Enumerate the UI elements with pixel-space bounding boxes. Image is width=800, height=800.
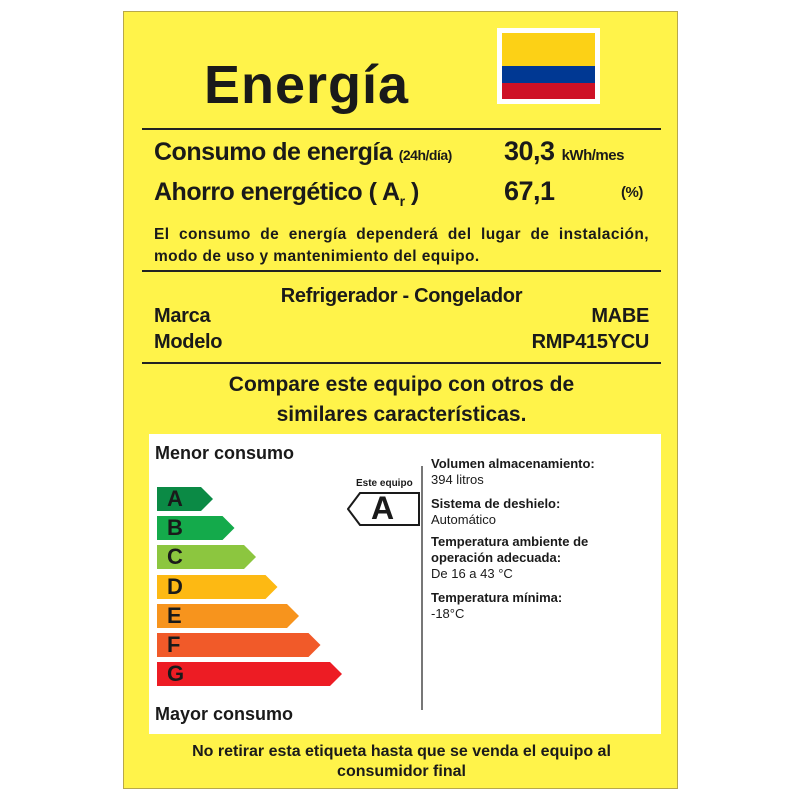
product-type: Refrigerador - Congelador [280, 285, 523, 307]
energy-class-bar-d: D [157, 573, 278, 599]
modelo-label: Modelo [154, 331, 223, 353]
ahorro-unit: (%) [621, 184, 643, 201]
colombia-flag-icon [497, 28, 600, 104]
energy-class-letter: F [167, 632, 181, 657]
energy-class-letter: G [167, 661, 185, 687]
este-equipo-label: Este equipo [356, 478, 413, 489]
ahorro-value: 67,1 [504, 176, 555, 206]
info-temp-ambiente: Temperatura ambiente de operación adecua… [431, 534, 589, 581]
energy-class-bar-f: F [157, 632, 321, 657]
info-volumen: Volumen almacenamiento: 394 litros [431, 456, 595, 487]
ahorro-label: Ahorro energético ( Ar ) [154, 178, 419, 209]
this-class-letter: A [371, 490, 395, 526]
divider [142, 270, 661, 272]
consumption-note: El consumo de energía dependerá del luga… [154, 226, 649, 265]
divider [142, 128, 661, 130]
modelo-value: RMP415YCU [531, 331, 650, 353]
divider [142, 362, 661, 364]
energy-label: Energía Consumo de energía (24h/día) 30,… [123, 11, 678, 789]
energy-class-letter: E [167, 602, 182, 628]
consumo-value: 30,3 kWh/mes [504, 136, 624, 166]
energy-class-letter: A [167, 486, 183, 511]
energy-class-bar-b: B [157, 515, 235, 541]
menor-consumo-label: Menor consumo [155, 443, 295, 463]
footer-warning: No retirar esta etiqueta hasta que se ve… [192, 743, 611, 780]
energy-class-letter: B [167, 515, 183, 541]
mayor-consumo-label: Mayor consumo [155, 704, 294, 724]
this-class-arrow [347, 492, 420, 526]
info-deshielo: Sistema de deshielo: Automático [431, 496, 561, 527]
panel-divider [421, 466, 423, 710]
energy-class-bar-e: E [157, 602, 299, 628]
compare-text: Compare este equipo con otros de similare… [228, 373, 575, 426]
marca-value: MABE [591, 305, 649, 327]
energy-class-bar-g: G [157, 661, 342, 687]
marca-label: Marca [154, 305, 211, 327]
energy-class-letter: C [167, 544, 183, 570]
info-temp-minima: Temperatura mínima: -18°C [431, 590, 563, 621]
energy-class-letter: D [167, 573, 183, 599]
energy-class-bar-a: A [157, 486, 213, 511]
label-title: Energía [204, 55, 410, 115]
energy-class-bar-c: C [157, 544, 256, 570]
consumo-label: Consumo de energía (24h/día) [154, 138, 452, 166]
